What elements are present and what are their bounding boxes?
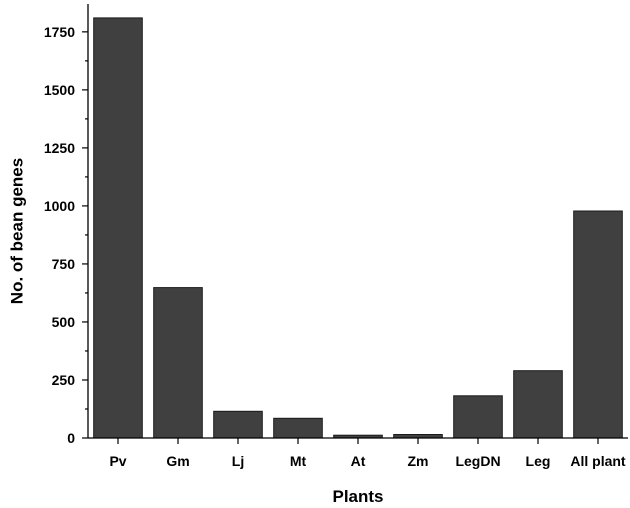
x-tick-label: Zm <box>408 453 429 469</box>
bar-mt <box>273 417 323 439</box>
x-tick-label: At <box>351 453 366 469</box>
y-ticks-group: 0 250 500 750 1000 1250 1500 1750 <box>44 24 88 446</box>
bar-all-plant <box>573 210 623 439</box>
x-tick-label: Mt <box>290 453 307 469</box>
y-tick-label: 750 <box>52 256 76 272</box>
y-tick-label: 1000 <box>44 198 75 214</box>
bar-pv <box>93 17 143 439</box>
x-tick-label: All plant <box>570 453 626 469</box>
bar-legdn <box>453 395 503 439</box>
x-tick-label: Leg <box>526 453 551 469</box>
bar-lj <box>213 410 263 439</box>
x-axis-title: Plants <box>332 487 383 506</box>
y-tick-label: 500 <box>52 314 76 330</box>
x-ticks-group: Pv Gm Lj Mt At Zm LegDN Leg All plant <box>109 438 626 469</box>
x-tick-label: Lj <box>232 453 244 469</box>
y-tick-label: 1750 <box>44 24 75 40</box>
y-tick-label: 250 <box>52 372 76 388</box>
y-axis-title: No. of bean genes <box>7 158 26 304</box>
bar-gm <box>153 287 203 439</box>
y-tick-label: 0 <box>67 430 75 446</box>
x-tick-label: Pv <box>109 453 126 469</box>
x-tick-label: Gm <box>166 453 189 469</box>
bars-group <box>93 17 623 439</box>
y-tick-label: 1500 <box>44 82 75 98</box>
bar-leg <box>513 370 563 439</box>
x-tick-label: LegDN <box>455 453 500 469</box>
y-tick-label: 1250 <box>44 140 75 156</box>
